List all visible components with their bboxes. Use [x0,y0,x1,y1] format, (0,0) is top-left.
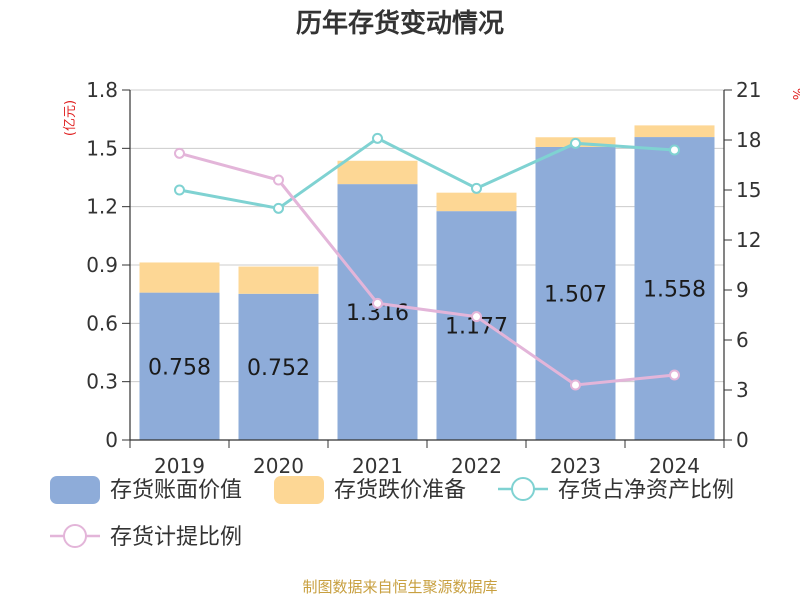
line-series [174,132,680,391]
bar-book-value [436,211,517,440]
y2-tick-label: 18 [736,128,761,152]
y2-tick-label: 12 [736,228,761,252]
bar-book-value [535,146,616,440]
series-point [669,144,680,156]
legend-label: 存货占净资产比例 [558,478,734,503]
legend-point-swatch [511,477,535,501]
bar-value-label: 0.752 [247,356,310,381]
series-point [273,202,284,214]
legend-label: 存货账面价值 [110,478,242,503]
right-axis-unit: % [789,88,800,100]
legend-swatch [50,476,100,504]
data-source-note: 制图数据来自恒生聚源数据库 [302,578,497,596]
y2-tick-label: 21 [736,78,761,102]
series-point [372,132,383,144]
legend-point-swatch [63,524,87,548]
y2-tick-label: 3 [736,378,749,402]
y-tick-label: 1.2 [86,195,118,219]
bar-impairment [139,262,220,293]
series-point [669,369,680,381]
bar-impairment [238,266,319,294]
bar-impairment [634,125,715,138]
chart-title: 历年存货变动情况 [296,8,504,39]
series-point [570,379,581,391]
y-tick-label: 0.6 [86,311,118,335]
x-tick-label: 2020 [253,454,304,478]
legend-swatch [274,476,324,504]
series-point [174,147,185,159]
series-line [179,136,675,210]
x-tick-label: 2024 [649,454,700,478]
bar-book-value [337,184,418,440]
bar-value-label: 1.558 [643,278,706,303]
y-tick-label: 0.9 [86,253,118,277]
bar-book-value [139,292,220,440]
series-point [570,137,581,149]
bar-impairment [337,160,418,185]
series-point [471,182,482,194]
y-tick-label: 1.5 [86,136,118,160]
y2-tick-label: 6 [736,328,749,352]
y-tick-label: 0.3 [86,370,118,394]
y-tick-label: 0 [105,428,118,452]
legend-label: 存货计提比例 [110,525,242,550]
bar-value-label: 1.507 [544,282,607,307]
series-point [174,184,185,196]
x-tick-label: 2021 [352,454,403,478]
legend-label: 存货跌价准备 [334,478,466,503]
x-tick-label: 2019 [154,454,205,478]
bar-book-value [238,293,319,440]
left-axis-unit: (亿元) [63,100,78,136]
y-tick-label: 1.8 [86,78,118,102]
series-point [372,297,383,309]
bar-impairment [436,192,517,212]
series-point [471,311,482,323]
grid-lines [130,89,724,441]
y2-tick-label: 0 [736,428,749,452]
series-line [179,151,675,387]
y2-tick-label: 15 [736,178,761,202]
y2-tick-label: 9 [736,278,749,302]
x-tick-label: 2022 [451,454,502,478]
x-tick-label: 2023 [550,454,601,478]
bar-book-value [634,137,715,441]
axes: 0 0.3 0.6 0.9 1.2 1.5 1.8 0 3 6 9 12 15 18 21 2019 2020 2… [86,78,761,478]
series-point [273,174,284,186]
bar-value-label: 0.758 [148,355,211,380]
